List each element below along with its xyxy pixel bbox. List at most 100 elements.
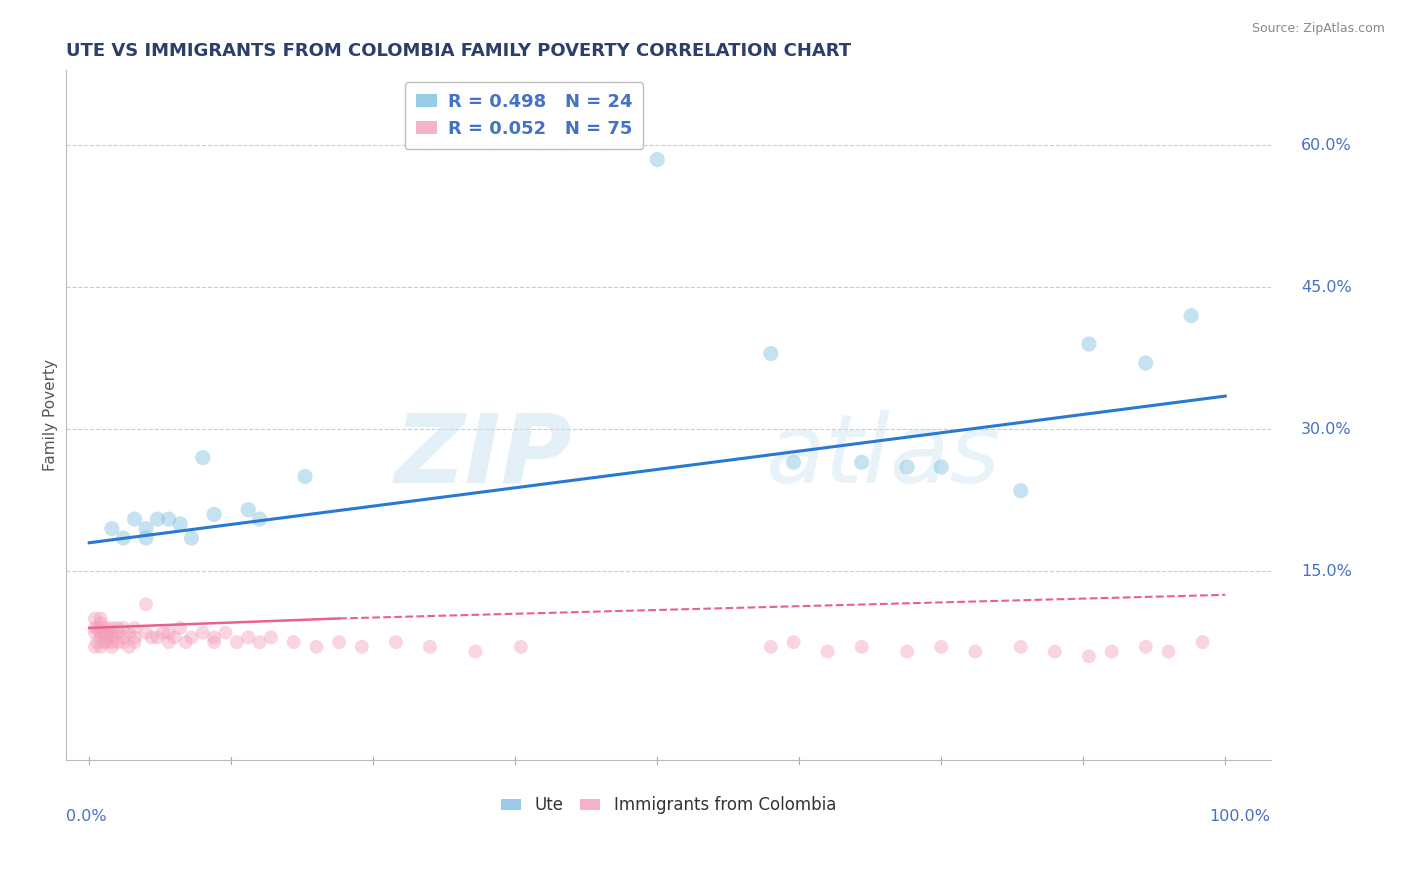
Point	[782, 455, 804, 469]
Point	[1077, 337, 1099, 351]
Point	[305, 640, 328, 654]
Point	[101, 640, 124, 654]
Point	[238, 631, 260, 645]
Point	[191, 625, 214, 640]
Point	[851, 455, 873, 469]
Point	[107, 625, 129, 640]
Point	[124, 631, 146, 645]
Point	[509, 640, 531, 654]
Point	[83, 611, 105, 625]
Point	[118, 640, 141, 654]
Point	[896, 460, 918, 475]
Text: 60.0%: 60.0%	[1301, 138, 1351, 153]
Point	[238, 502, 260, 516]
Point	[929, 460, 952, 475]
Point	[90, 631, 112, 645]
Point	[1043, 644, 1066, 658]
Point	[141, 631, 163, 645]
Point	[260, 631, 283, 645]
Point	[851, 640, 873, 654]
Point	[124, 512, 146, 526]
Point	[101, 621, 124, 635]
Point	[180, 531, 202, 545]
Point	[96, 621, 118, 635]
Point	[169, 516, 191, 531]
Point	[163, 631, 186, 645]
Point	[202, 635, 225, 649]
Point	[96, 631, 118, 645]
Text: UTE VS IMMIGRANTS FROM COLOMBIA FAMILY POVERTY CORRELATION CHART: UTE VS IMMIGRANTS FROM COLOMBIA FAMILY P…	[66, 42, 852, 60]
Point	[249, 635, 271, 649]
Point	[90, 640, 112, 654]
Point	[101, 625, 124, 640]
Point	[759, 346, 782, 360]
Point	[464, 644, 486, 658]
Point	[152, 625, 174, 640]
Point	[112, 631, 135, 645]
Point	[174, 635, 197, 649]
Point	[135, 597, 157, 611]
Point	[90, 616, 112, 631]
Point	[135, 531, 157, 545]
Point	[328, 635, 350, 649]
Point	[83, 621, 105, 635]
Point	[1010, 483, 1032, 498]
Point	[896, 644, 918, 658]
Point	[86, 635, 108, 649]
Text: 30.0%: 30.0%	[1301, 422, 1351, 437]
Legend: Ute, Immigrants from Colombia: Ute, Immigrants from Colombia	[495, 789, 842, 822]
Point	[1180, 309, 1202, 323]
Point	[929, 640, 952, 654]
Point	[112, 531, 135, 545]
Point	[283, 635, 305, 649]
Point	[101, 522, 124, 536]
Point	[112, 635, 135, 649]
Text: Source: ZipAtlas.com: Source: ZipAtlas.com	[1251, 22, 1385, 36]
Text: 15.0%: 15.0%	[1301, 564, 1351, 579]
Point	[817, 644, 839, 658]
Text: ZIP: ZIP	[394, 410, 572, 503]
Point	[759, 640, 782, 654]
Point	[124, 635, 146, 649]
Text: 0.0%: 0.0%	[66, 809, 107, 823]
Point	[1191, 635, 1213, 649]
Point	[202, 508, 225, 522]
Text: atlas: atlas	[765, 410, 1000, 503]
Point	[118, 625, 141, 640]
Point	[1135, 356, 1157, 370]
Point	[782, 635, 804, 649]
Point	[965, 644, 987, 658]
Point	[249, 512, 271, 526]
Point	[107, 621, 129, 635]
Point	[83, 640, 105, 654]
Point	[1157, 644, 1180, 658]
Text: 45.0%: 45.0%	[1301, 280, 1351, 294]
Point	[225, 635, 247, 649]
Point	[419, 640, 441, 654]
Point	[1077, 649, 1099, 664]
Point	[157, 635, 180, 649]
Point	[1010, 640, 1032, 654]
Point	[97, 625, 120, 640]
Point	[146, 631, 169, 645]
Point	[90, 625, 112, 640]
Point	[146, 512, 169, 526]
Point	[93, 625, 115, 640]
Point	[294, 469, 316, 483]
Point	[135, 625, 157, 640]
Point	[101, 635, 124, 649]
Point	[1135, 640, 1157, 654]
Point	[180, 631, 202, 645]
Point	[93, 635, 115, 649]
Point	[101, 631, 124, 645]
Point	[83, 625, 105, 640]
Point	[202, 631, 225, 645]
Point	[157, 512, 180, 526]
Point	[107, 635, 129, 649]
Point	[112, 621, 135, 635]
Point	[90, 621, 112, 635]
Point	[124, 621, 146, 635]
Point	[96, 635, 118, 649]
Point	[90, 611, 112, 625]
Point	[191, 450, 214, 465]
